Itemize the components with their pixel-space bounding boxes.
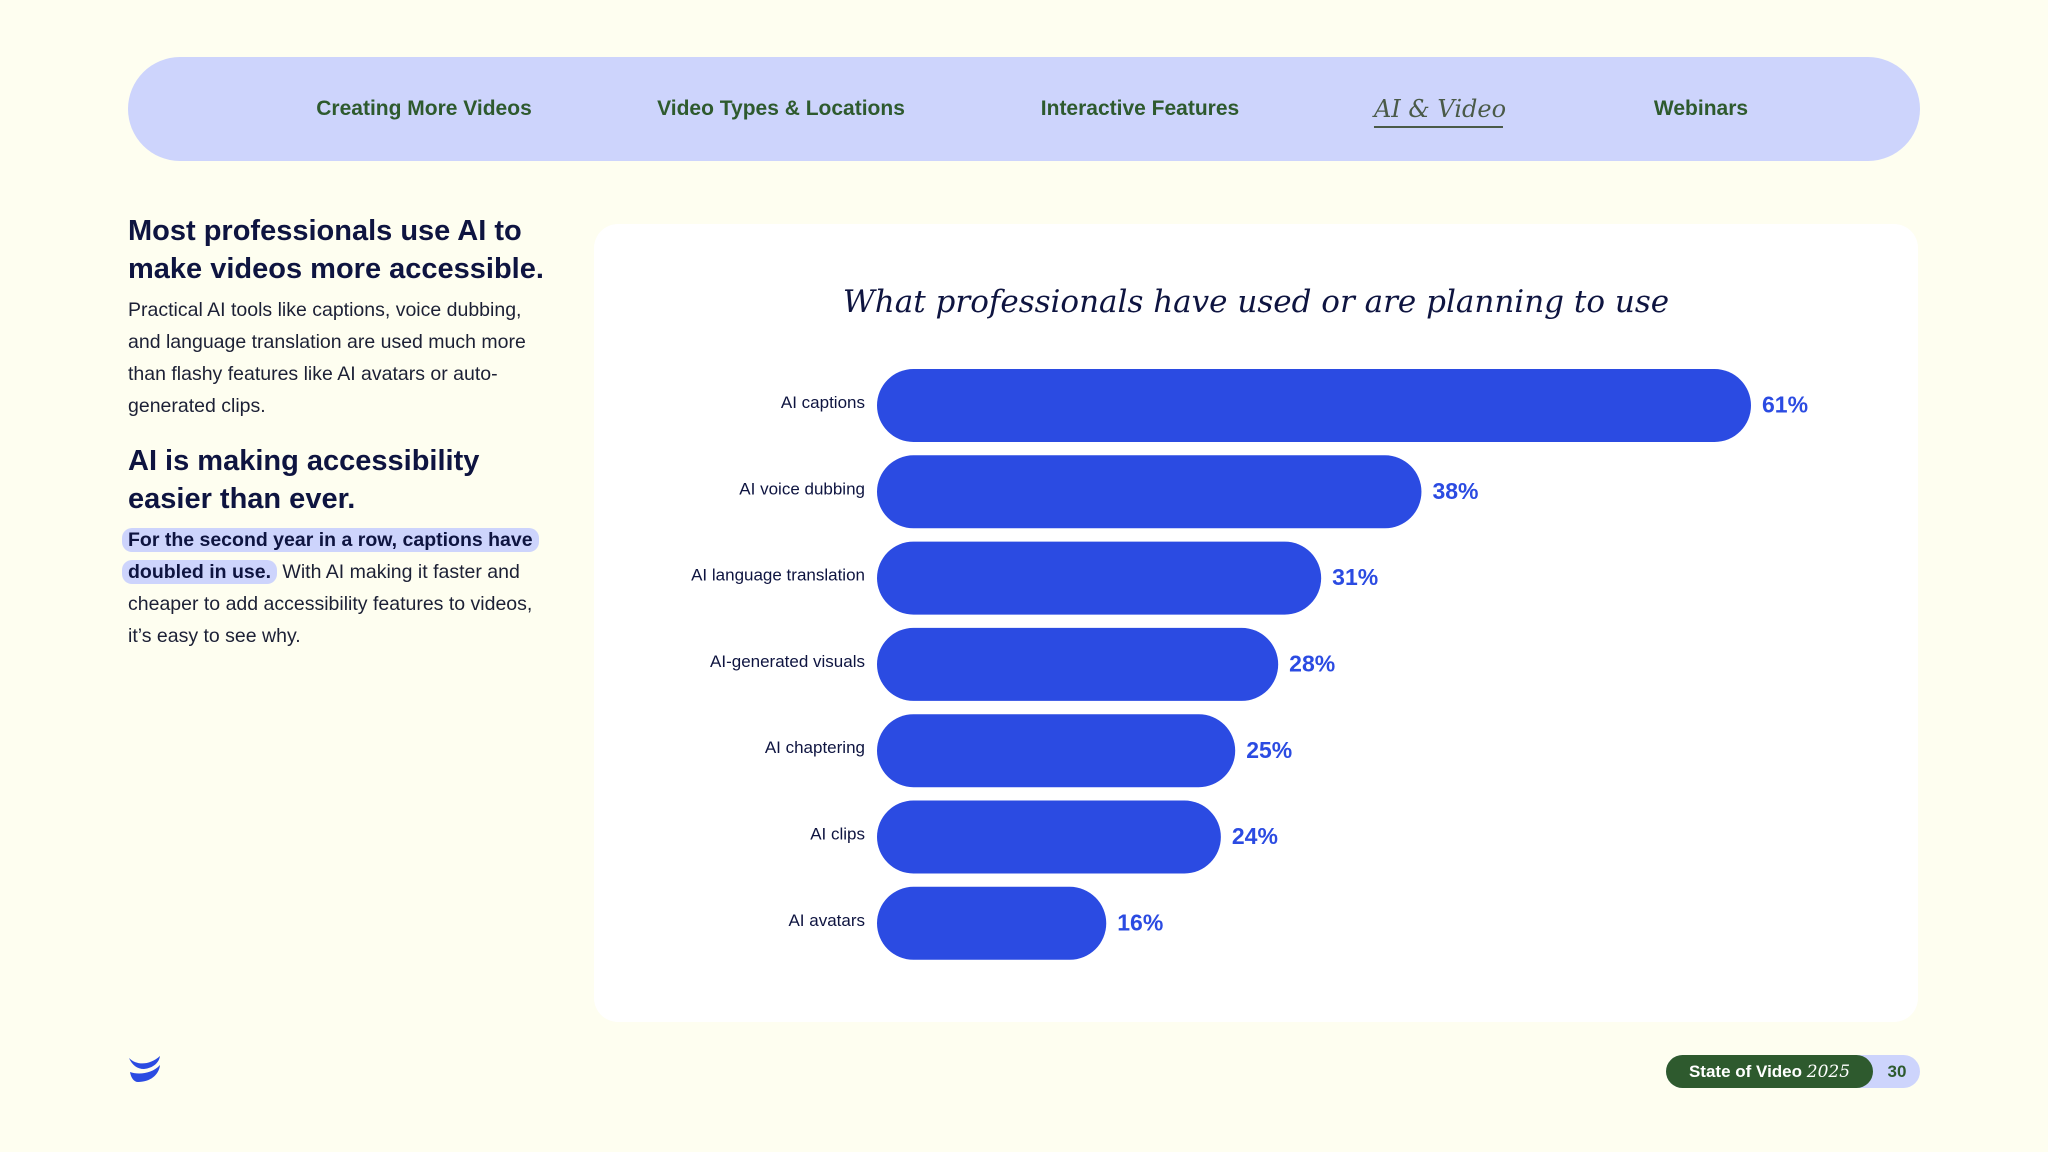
paragraph-rest-text: With AI making it faster and cheaper to … [128, 561, 533, 647]
bar [877, 455, 1422, 529]
bar [877, 369, 1751, 442]
footer-badge: State of Video 2025 30 [1666, 1055, 1920, 1088]
category-label: AI captions [781, 393, 865, 412]
heading-ai-accessible: Most professionals use AI to make videos… [128, 215, 544, 285]
paragraph-captions-doubled: For the second year in a row, captions h… [122, 524, 548, 652]
chart-title: What professionals have used or are plan… [842, 284, 1670, 320]
category-label: AI language translation [691, 566, 865, 585]
nav-item-webinars[interactable]: Webinars [1653, 97, 1749, 120]
value-label: 61% [1762, 392, 1808, 418]
bar [877, 541, 1322, 615]
footer-year: 2025 [1806, 1062, 1851, 1082]
nav-item-ai-video[interactable]: AI & Video [1373, 57, 1506, 161]
category-label: AI voice dubbing [739, 479, 865, 498]
category-label: AI clips [810, 824, 865, 843]
category-label: AI avatars [788, 911, 865, 930]
category-label: AI chaptering [765, 738, 865, 757]
bar [877, 800, 1221, 874]
bar [877, 714, 1236, 788]
value-label: 38% [1432, 478, 1478, 504]
chart-card: What professionals have used or are plan… [594, 224, 1918, 1022]
footer-report-title: State of Video 2025 [1666, 1055, 1873, 1088]
bar-chart: AI captions 61% AI voice dubbing 38% AI lang… [691, 369, 1808, 960]
value-label: 16% [1117, 909, 1163, 935]
page-number: 30 [1887, 1062, 1907, 1081]
top-navigation: Creating More Videos Video Types & Locat… [128, 57, 1920, 161]
value-label: 24% [1232, 823, 1278, 849]
wistia-logo-icon [129, 1056, 160, 1082]
bar [877, 886, 1107, 960]
heading-accessibility-easier: AI is making accessibility easier than e… [128, 445, 480, 515]
value-label: 31% [1332, 564, 1378, 590]
nav-item-creating-more-videos[interactable]: Creating More Videos [316, 97, 532, 120]
category-label: AI-generated visuals [710, 652, 865, 671]
value-label: 28% [1289, 650, 1335, 676]
bar [877, 627, 1279, 701]
nav-item-video-types-locations[interactable]: Video Types & Locations [657, 97, 905, 120]
footer-title-text: State of Video [1688, 1062, 1803, 1081]
value-label: 25% [1246, 737, 1292, 763]
left-text-panel: Most professionals use AI to make videos… [122, 212, 548, 652]
nav-item-interactive-features[interactable]: Interactive Features [1040, 97, 1240, 120]
paragraph-practical-ai: Practical AI tools like captions, voice … [128, 299, 526, 417]
